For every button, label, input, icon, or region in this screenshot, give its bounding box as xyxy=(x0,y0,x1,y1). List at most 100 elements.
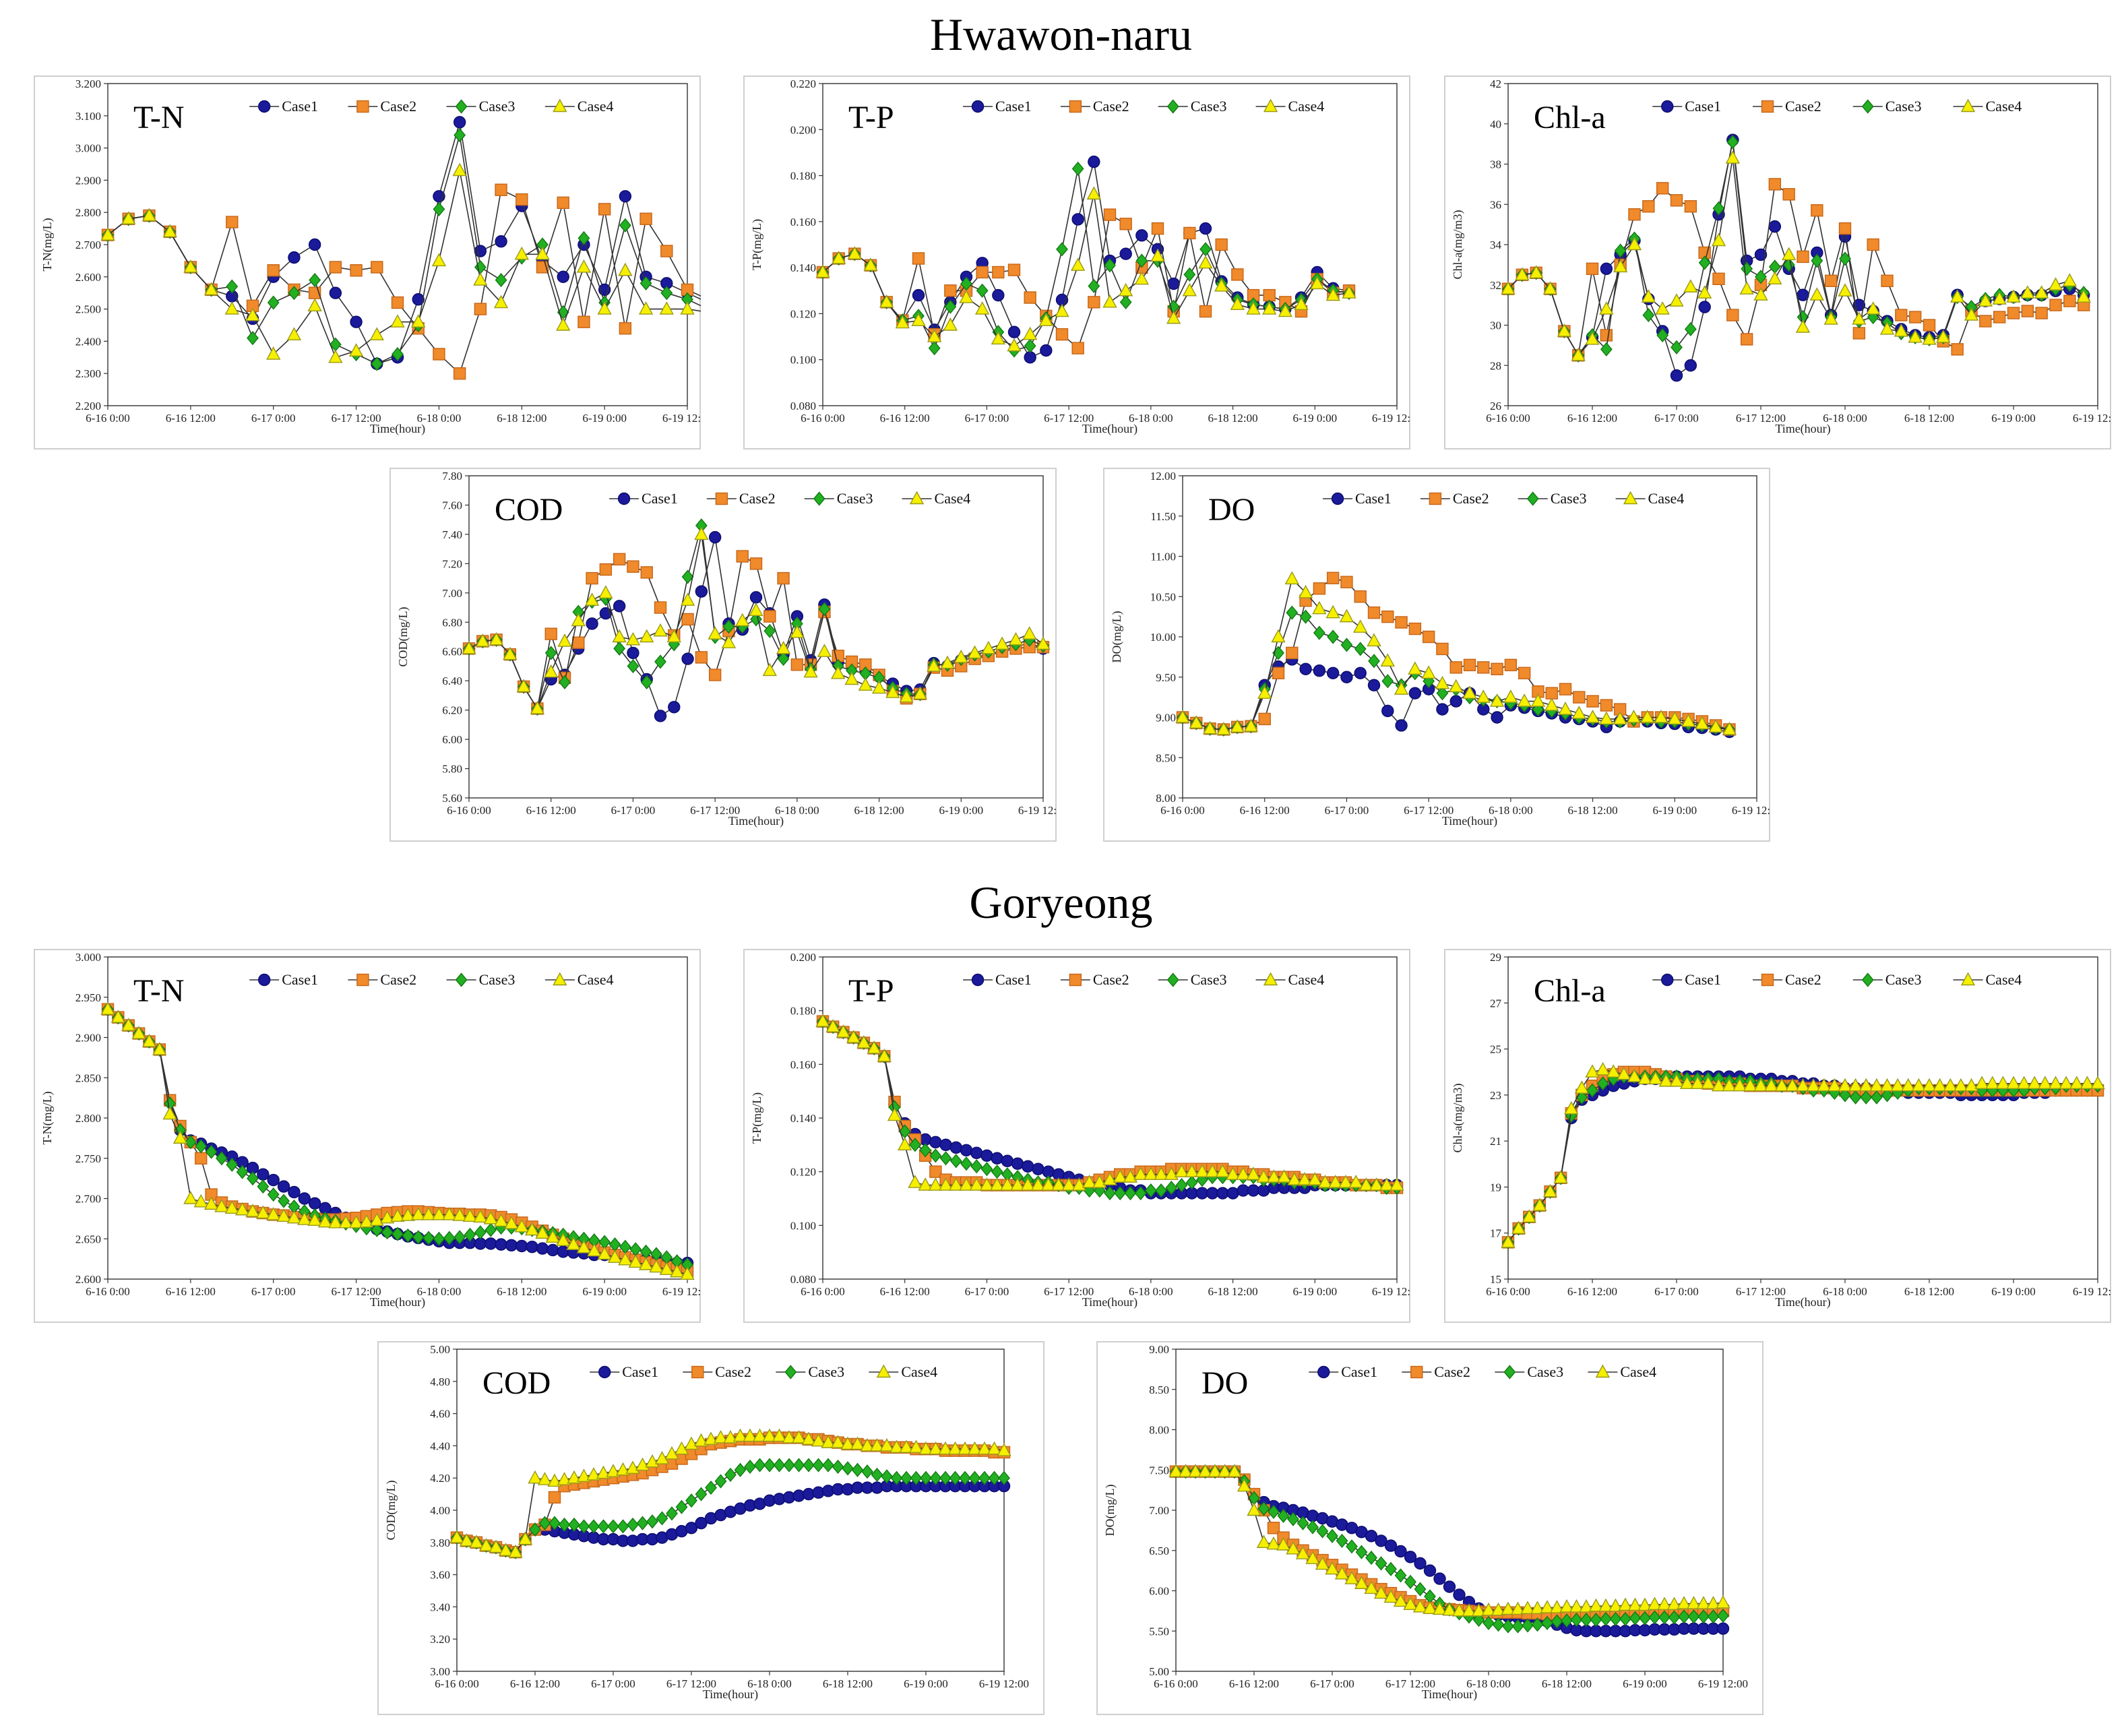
y-tick-label: 2.650 xyxy=(75,1233,101,1245)
data-point xyxy=(792,1458,805,1472)
y-tick-label: 0.140 xyxy=(790,1112,816,1125)
data-point xyxy=(860,1437,875,1452)
data-point xyxy=(1684,359,1697,372)
data-point xyxy=(1716,1622,1730,1635)
data-point xyxy=(636,1516,649,1530)
x-tick-label: 6-16 12:00 xyxy=(166,1285,216,1298)
data-point xyxy=(288,251,301,264)
data-point xyxy=(152,1041,167,1055)
legend-label: Case2 xyxy=(380,971,416,988)
legend-label: Case4 xyxy=(1986,98,2022,115)
data-point xyxy=(1231,268,1244,281)
data-point xyxy=(1088,155,1100,168)
data-point xyxy=(1188,1464,1203,1477)
data-point xyxy=(1215,1164,1230,1177)
legend-marker xyxy=(1960,98,1976,113)
data-point xyxy=(940,655,955,669)
data-point xyxy=(1375,1534,1387,1547)
data-point xyxy=(612,629,627,643)
data-point xyxy=(348,1214,364,1229)
data-point xyxy=(1326,1528,1338,1543)
data-point xyxy=(1827,1078,1842,1092)
data-point xyxy=(938,1177,954,1191)
y-axis-label: Chl-a(mg/m3) xyxy=(1451,210,1465,280)
data-point xyxy=(597,1246,612,1260)
y-tick-label: 3.80 xyxy=(430,1537,450,1549)
data-point xyxy=(328,1214,343,1229)
data-point xyxy=(1528,265,1544,279)
data-point xyxy=(1648,1610,1661,1625)
data-point xyxy=(815,264,830,278)
x-tick-label: 6-18 12:00 xyxy=(497,1285,547,1298)
legend-item-case2: Case2 xyxy=(1060,98,1129,115)
y-tick-label: 3.100 xyxy=(75,110,101,123)
data-point xyxy=(516,1239,528,1253)
data-point xyxy=(286,1210,302,1224)
data-point xyxy=(464,1227,476,1242)
data-point xyxy=(714,1474,727,1489)
y-tick-label: 2.700 xyxy=(75,239,101,251)
y-tick-label: 4.80 xyxy=(430,1375,450,1388)
data-point xyxy=(1951,343,1964,356)
data-point xyxy=(1298,584,1313,598)
data-point xyxy=(1596,1076,1609,1091)
data-point xyxy=(1753,1078,1768,1092)
data-point xyxy=(830,1435,846,1448)
legend-label: Case4 xyxy=(935,490,971,507)
data-point xyxy=(847,246,863,259)
legend-label: Case3 xyxy=(479,971,516,988)
data-point xyxy=(1364,1580,1379,1594)
legend-label: Case2 xyxy=(1093,971,1129,988)
y-tick-label: 34 xyxy=(1490,239,1502,251)
data-point xyxy=(2006,1076,2021,1089)
chart-panel-gr-do: 5.00 5.50 6.00 6.50 7.00 7.50 8.00 8.50 9.00 6-16… xyxy=(1096,1341,1764,1715)
series-case4 xyxy=(462,526,1051,714)
data-point xyxy=(518,1531,533,1545)
data-point xyxy=(1681,714,1696,727)
legend-item-case3: Case3 xyxy=(776,1363,844,1380)
data-point xyxy=(474,1225,487,1240)
data-point xyxy=(817,644,832,657)
legend-marker xyxy=(1661,973,1674,987)
data-point xyxy=(1071,161,1084,176)
y-tick-label: 11.50 xyxy=(1150,510,1176,523)
data-point xyxy=(977,1441,992,1455)
data-point xyxy=(216,1151,228,1166)
data-point xyxy=(1510,1601,1526,1615)
data-point xyxy=(598,203,611,216)
data-point xyxy=(454,1230,466,1245)
y-axis-label: COD(mg/L) xyxy=(384,1481,398,1541)
data-point xyxy=(1168,1464,1183,1477)
data-point xyxy=(1954,1078,1968,1092)
data-point xyxy=(762,1428,777,1442)
data-point xyxy=(547,1243,559,1257)
data-point xyxy=(753,1458,766,1472)
data-point xyxy=(607,1249,623,1263)
data-point xyxy=(777,571,790,585)
data-point xyxy=(1697,1609,1710,1624)
data-point xyxy=(235,1202,250,1216)
data-point xyxy=(2080,1076,2095,1089)
data-point xyxy=(659,301,674,315)
data-point xyxy=(1185,1164,1199,1177)
data-point xyxy=(1553,1170,1568,1183)
data-point xyxy=(2007,307,2020,319)
series-case3 xyxy=(451,1458,1010,1559)
data-point xyxy=(245,307,260,321)
data-point xyxy=(121,211,136,224)
data-point xyxy=(1227,1464,1242,1477)
data-point xyxy=(1542,281,1558,294)
data-point xyxy=(1124,1185,1137,1201)
legend-marker xyxy=(553,972,567,986)
data-point xyxy=(1849,1090,1862,1105)
data-point xyxy=(732,1428,748,1442)
legend-label: Case4 xyxy=(1288,971,1325,988)
data-point xyxy=(328,349,343,363)
legend-marker xyxy=(1960,972,1976,986)
x-axis-label: Time(hour) xyxy=(1082,422,1137,436)
data-point xyxy=(236,1165,249,1179)
data-point xyxy=(919,1143,932,1158)
data-point xyxy=(544,664,559,678)
data-point xyxy=(979,1177,995,1191)
data-point xyxy=(1118,282,1133,297)
